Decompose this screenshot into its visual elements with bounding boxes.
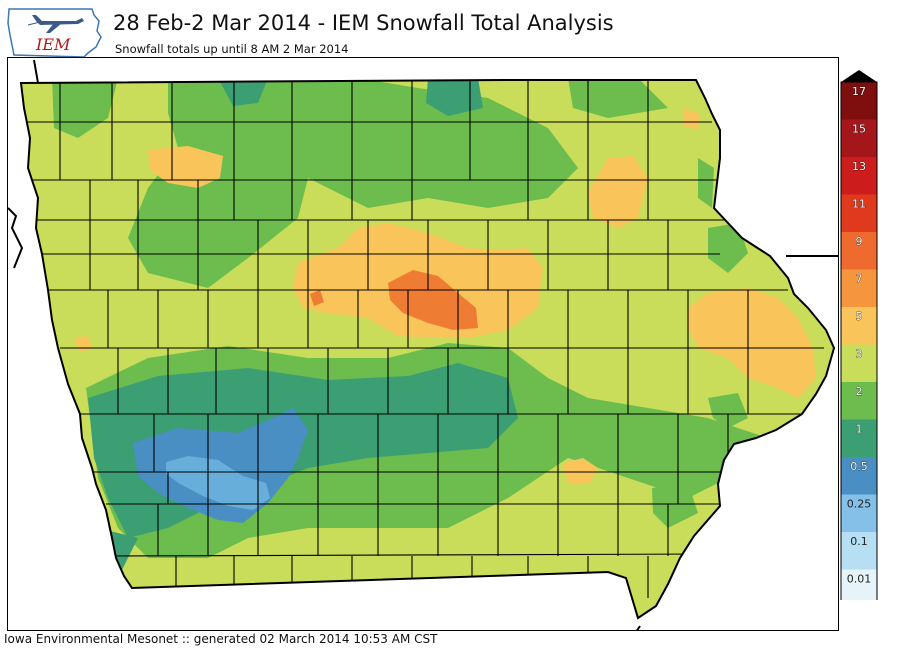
snowfall-colorbar: 17 15 13 11 9 7 5 3 2 1 0.5 0.25 0.1 0.01: [840, 70, 878, 600]
colorbar-tick-label: 0.1: [850, 535, 868, 548]
colorbar-swatch: [841, 194, 877, 232]
colorbar-swatch: [841, 344, 877, 382]
footer-credit: Iowa Environmental Mesonet :: generated …: [4, 632, 438, 646]
colorbar-swatch: [841, 569, 877, 600]
neighbor-state-lines: [8, 59, 838, 630]
colorbar-tick-label: 3: [856, 348, 863, 361]
iem-logo-icon: IEM: [7, 8, 102, 58]
colorbar-swatch: [841, 119, 877, 157]
colorbar-tick-label: 0.5: [850, 460, 868, 473]
colorbar-tick-label: 0.25: [847, 498, 872, 511]
logo-text: IEM: [35, 35, 71, 54]
colorbar-tick-label: 0.01: [847, 573, 872, 586]
colorbar-swatch: [841, 307, 877, 345]
colorbar-outline: [840, 81, 878, 600]
colorbar-tick-label: 7: [856, 273, 863, 286]
airplane-icon: [27, 15, 84, 33]
colorbar-swatch: [841, 494, 877, 532]
colorbar-swatch: [841, 532, 877, 570]
colorbar-swatch: [841, 269, 877, 307]
snow-region-7-9: [310, 270, 478, 330]
page-subtitle: Snowfall totals up until 8 AM 2 Mar 2014: [115, 42, 349, 56]
colorbar-tick-label: 15: [852, 123, 866, 136]
snow-region-lt-0.5: [166, 456, 270, 510]
iem-logo: IEM: [6, 5, 104, 61]
colorbar-tick-label: 11: [852, 198, 866, 211]
colorbar-swatch: [841, 419, 877, 457]
colorbar-tick-label: 13: [852, 160, 866, 173]
colorbar-swatch: [841, 382, 877, 420]
colorbar-tick-label: 17: [852, 85, 866, 98]
map-frame: [7, 57, 839, 631]
colorbar-tick-label: 5: [856, 310, 863, 323]
colorbar-tick-label: 9: [856, 235, 863, 248]
colorbar-top-arrow: [841, 70, 877, 82]
colorbar-swatch: [841, 232, 877, 270]
snowfall-map: [8, 59, 838, 630]
page-title: 28 Feb-2 Mar 2014 - IEM Snowfall Total A…: [113, 11, 614, 35]
colorbar-swatch: [841, 457, 877, 495]
colorbar-tick-label: 2: [856, 385, 863, 398]
county-lines: [24, 80, 824, 598]
colorbar-swatch: [841, 157, 877, 195]
colorbar-tick-label: 1: [856, 423, 863, 436]
colorbar-swatch: [841, 82, 877, 120]
